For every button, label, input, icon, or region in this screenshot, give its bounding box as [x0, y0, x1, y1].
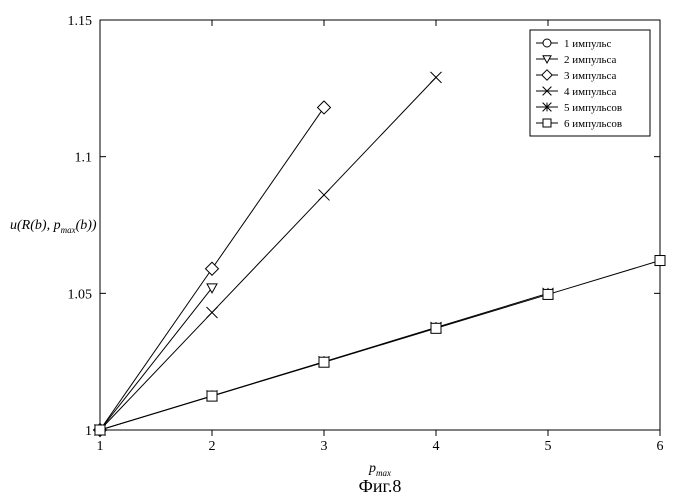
series-line-3: [100, 77, 436, 430]
chart-container: 12345611.051.11.15pmaxu(R(b), pmax(b))1 …: [0, 0, 690, 500]
y-tick-label: 1.1: [75, 151, 93, 166]
series-marker-5: [543, 289, 553, 299]
series-marker-5: [319, 357, 329, 367]
legend-marker: [543, 119, 551, 127]
y-axis-title: u(R(b), pmax(b)): [10, 218, 97, 235]
y-tick-label: 1: [85, 424, 92, 439]
series-line-5: [100, 261, 660, 430]
legend-label: 2 импульса: [564, 54, 617, 66]
series-marker-5: [431, 323, 441, 333]
legend-label: 5 импульсов: [564, 102, 622, 114]
figure-caption: Фиг.8: [359, 476, 402, 496]
legend-marker: [543, 39, 551, 47]
series-marker-5: [655, 256, 665, 266]
legend-label: 3 импульса: [564, 70, 617, 82]
x-tick-label: 1: [97, 439, 104, 454]
x-tick-label: 6: [657, 439, 664, 454]
x-tick-label: 3: [321, 439, 328, 454]
series-marker-5: [95, 425, 105, 435]
legend-label: 1 импульс: [564, 38, 612, 50]
series-marker-2: [318, 101, 331, 114]
x-tick-label: 4: [433, 439, 440, 454]
legend-label: 4 импульса: [564, 86, 617, 98]
y-tick-label: 1.05: [68, 287, 93, 302]
series-line-1: [100, 288, 212, 430]
x-tick-label: 5: [545, 439, 552, 454]
line-chart: 12345611.051.11.15pmaxu(R(b), pmax(b))1 …: [0, 0, 690, 500]
series-marker-5: [207, 391, 217, 401]
series-marker-2: [206, 262, 219, 275]
y-tick-label: 1.15: [68, 14, 93, 29]
x-tick-label: 2: [209, 439, 216, 454]
legend-label: 6 импульсов: [564, 118, 622, 130]
